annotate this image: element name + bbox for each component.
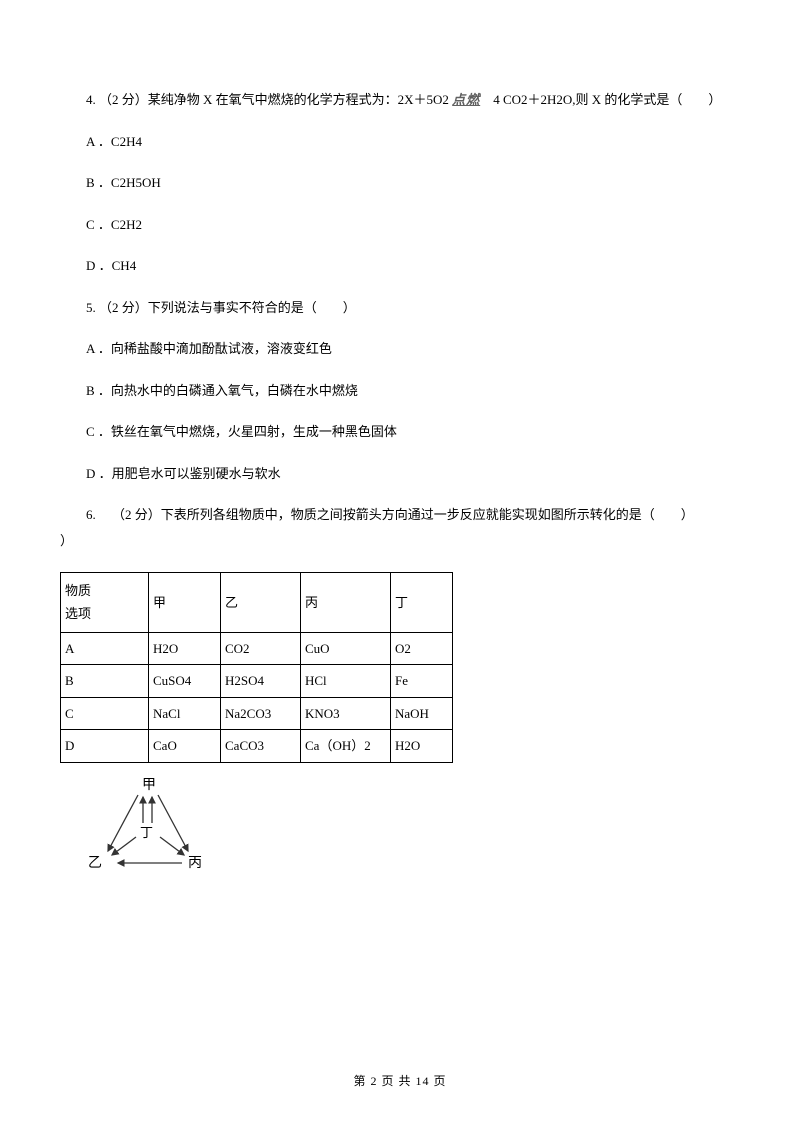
cell: D: [61, 730, 149, 763]
cell: Na2CO3: [221, 697, 301, 730]
cell: C: [61, 697, 149, 730]
q4-optA: A ．C2H4: [60, 132, 740, 152]
q4-stem: 4. （2 分）某纯净物 X 在氧气中燃烧的化学方程式为：2X＋5O2 点燃 4…: [60, 90, 740, 110]
cell: Fe: [391, 665, 453, 698]
table-row: 物质 选项 甲 乙 丙 丁: [61, 573, 453, 633]
q5-stem: 5. （2 分）下列说法与事实不符合的是（ ）: [60, 298, 740, 318]
table-row: D CaO CaCO3 Ca（OH）2 H2O: [61, 730, 453, 763]
cell: HCl: [301, 665, 391, 698]
q6-table: 物质 选项 甲 乙 丙 丁 A H2O CO2 CuO O2 B CuSO4 H…: [60, 572, 453, 763]
cell: H2O: [391, 730, 453, 763]
q5-optD: D ．用肥皂水可以鉴别硬水与软水: [60, 464, 740, 484]
cell: Ca（OH）2: [301, 730, 391, 763]
cell: NaOH: [391, 697, 453, 730]
conversion-diagram-icon: 甲 丁 乙 丙: [80, 775, 220, 875]
q4-optB: B ．C2H5OH: [60, 173, 740, 193]
node-left: 乙: [88, 855, 102, 871]
node-center: 丁: [140, 825, 153, 840]
cell: B: [61, 665, 149, 698]
table-row: A H2O CO2 CuO O2: [61, 632, 453, 665]
cell: CuO: [301, 632, 391, 665]
node-right: 丙: [188, 856, 202, 871]
cell: A: [61, 632, 149, 665]
q4-text2: 4 CO2＋2H2O,则 X 的化学式是（ ）: [480, 92, 721, 107]
q5-optC: C ．铁丝在氧气中燃烧，火星四射，生成一种黑色固体: [60, 422, 740, 442]
q4-optD: D ．CH4: [60, 256, 740, 276]
q6-stem: 6. （2 分）下表所列各组物质中，物质之间按箭头方向通过一步反应就能实现如图所…: [60, 505, 740, 525]
cell: CO2: [221, 632, 301, 665]
page-footer: 第 2 页 共 14 页: [0, 1072, 800, 1090]
cell: NaCl: [149, 697, 221, 730]
header-line1: 物质: [65, 583, 91, 598]
cell: CaCO3: [221, 730, 301, 763]
header-cell: 丙: [301, 573, 391, 633]
q6-closing-paren: ）: [60, 531, 740, 551]
node-top: 甲: [142, 778, 156, 793]
cell: CaO: [149, 730, 221, 763]
q6-diagram: 甲 丁 乙 丙: [80, 775, 740, 881]
q4-text1: 4. （2 分）某纯净物 X 在氧气中燃烧的化学方程式为：2X＋5O2: [86, 92, 452, 107]
cell: CuSO4: [149, 665, 221, 698]
header-cell: 乙: [221, 573, 301, 633]
cell: O2: [391, 632, 453, 665]
header-line2: 选项: [65, 606, 91, 621]
cell: H2SO4: [221, 665, 301, 698]
cell: KNO3: [301, 697, 391, 730]
header-cell: 甲: [149, 573, 221, 633]
table-row: C NaCl Na2CO3 KNO3 NaOH: [61, 697, 453, 730]
q5-optB: B ．向热水中的白磷通入氧气，白磷在水中燃烧: [60, 381, 740, 401]
cell: H2O: [149, 632, 221, 665]
q4-optC: C ．C2H2: [60, 215, 740, 235]
header-cell: 丁: [391, 573, 453, 633]
header-cell: 物质 选项: [61, 573, 149, 633]
table-row: B CuSO4 H2SO4 HCl Fe: [61, 665, 453, 698]
q5-optA: A ．向稀盐酸中滴加酚酞试液，溶液变红色: [60, 339, 740, 359]
dianran-label: 点燃: [452, 92, 480, 107]
